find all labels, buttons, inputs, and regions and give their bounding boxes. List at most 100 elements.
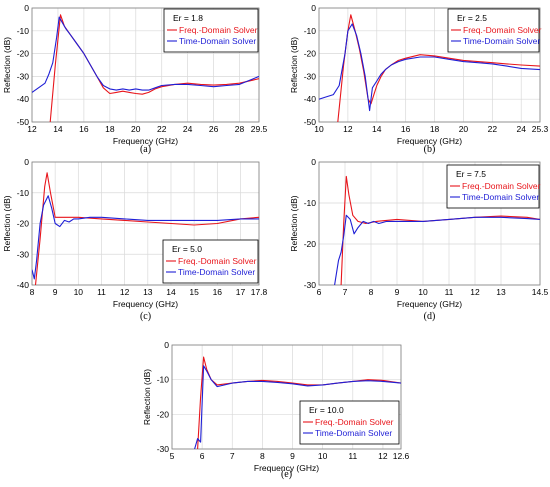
x-tick-label: 11: [348, 451, 357, 461]
x-tick-label: 10: [418, 287, 428, 297]
y-tick-label: 0: [311, 3, 316, 13]
y-tick-label: -30: [304, 280, 317, 290]
x-tick-label: 12: [470, 287, 480, 297]
x-axis-label: Frequency (GHz): [254, 463, 319, 473]
y-tick-label: -10: [157, 375, 170, 385]
x-tick-label: 10: [314, 124, 324, 134]
time-domain-series-line: [319, 23, 540, 112]
x-tick-label: 20: [131, 124, 141, 134]
x-tick-label: 13: [496, 287, 506, 297]
x-tick-label: 10: [74, 287, 84, 297]
chart-panel-3: 8 9 10 11 12 13 14 15 16 17 17.8 0 -10 -20 -30 -40 Frequ…: [2, 157, 268, 322]
legend-box: [162, 239, 259, 284]
x-tick-label: 22: [488, 124, 498, 134]
legend-box: [299, 400, 400, 445]
legend-entry: Time-Domain Solver: [315, 428, 392, 438]
y-tick-label: -20: [304, 49, 317, 59]
y-axis-label: Reflection (dB): [2, 37, 12, 93]
legend: Er = 10.0 Freq.-Domain SolverTime-Domain …: [299, 400, 400, 445]
x-tick-label: 13: [143, 287, 153, 297]
y-tick-label: -50: [17, 117, 30, 127]
legend-box: [446, 164, 540, 209]
x-tick-label: 6: [200, 451, 205, 461]
x-tick-label: 12: [343, 124, 353, 134]
x-tick-label: 17.8: [251, 287, 268, 297]
chart-panel-2: 10 12 14 16 18 20 22 24 25.3 0 -10 -20 -30 -40 -50 Freq…: [289, 3, 549, 155]
time-domain-series-line: [32, 195, 259, 280]
legend-title: Er = 1.8: [173, 13, 203, 23]
legend-title: Er = 2.5: [457, 13, 487, 23]
y-tick-label: -20: [157, 409, 170, 419]
x-tick-label: 14.5: [532, 287, 549, 297]
y-tick-label: -10: [17, 26, 30, 36]
x-tick-label: 12.6: [393, 451, 410, 461]
x-tick-label: 17: [236, 287, 246, 297]
x-tick-label: 6: [317, 287, 322, 297]
y-tick-label: -30: [17, 71, 30, 81]
x-tick-label: 9: [290, 451, 295, 461]
x-tick-label: 11: [445, 287, 454, 297]
x-axis-label: Frequency (GHz): [113, 136, 178, 146]
legend-entry: Freq.-Domain Solver: [463, 25, 542, 35]
x-tick-label: 25.3: [532, 124, 549, 134]
x-tick-label: 9: [53, 287, 58, 297]
x-tick-label: 8: [369, 287, 374, 297]
x-tick-label: 26: [209, 124, 219, 134]
x-axis-label: Frequency (GHz): [113, 299, 178, 309]
legend-entry: Freq.-Domain Solver: [178, 256, 257, 266]
y-tick-label: -20: [17, 219, 30, 229]
panel-label: (d): [424, 311, 436, 322]
y-tick-label: 0: [164, 340, 169, 350]
x-tick-label: 14: [372, 124, 382, 134]
x-tick-label: 8: [260, 451, 265, 461]
x-tick-label: 11: [97, 287, 106, 297]
time-domain-series-line: [334, 214, 540, 285]
legend-entry: Time-Domain Solver: [179, 36, 256, 46]
x-tick-label: 14: [53, 124, 63, 134]
x-tick-label: 9: [395, 287, 400, 297]
y-tick-label: -40: [17, 280, 30, 290]
x-tick-label: 16: [401, 124, 411, 134]
y-tick-label: 0: [24, 157, 29, 167]
x-tick-label: 20: [459, 124, 469, 134]
legend-title: Er = 5.0: [172, 244, 202, 254]
y-tick-label: -10: [304, 198, 317, 208]
panel-label: (a): [140, 144, 151, 155]
x-tick-label: 24: [183, 124, 193, 134]
time-domain-series-line: [32, 16, 259, 93]
y-tick-label: -30: [157, 444, 170, 454]
y-axis-label: Reflection (dB): [142, 369, 152, 425]
legend-title: Er = 7.5: [456, 169, 486, 179]
x-tick-label: 14: [166, 287, 176, 297]
x-tick-label: 18: [430, 124, 440, 134]
x-tick-label: 7: [230, 451, 235, 461]
y-axis-label: Reflection (dB): [289, 37, 299, 93]
y-tick-label: -40: [304, 94, 317, 104]
plot-frame: [318, 161, 541, 286]
legend-box: [447, 8, 540, 53]
y-tick-label: -20: [304, 239, 317, 249]
x-tick-label: 7: [343, 287, 348, 297]
legend-entry: Time-Domain Solver: [178, 267, 255, 277]
plot-frame: [318, 7, 541, 123]
freq-domain-series-line: [340, 175, 540, 285]
x-tick-label: 5: [170, 451, 175, 461]
legend-box: [163, 8, 259, 53]
y-axis-label: Reflection (dB): [289, 195, 299, 251]
y-tick-label: -10: [304, 26, 317, 36]
x-tick-label: 12: [120, 287, 130, 297]
x-tick-label: 24: [516, 124, 526, 134]
chart-panel-4: 6 7 8 9 10 11 12 13 14.5 0 -10 -20 -30 Frequency (GHz…: [289, 157, 549, 322]
y-tick-label: -20: [17, 49, 30, 59]
panel-label: (b): [424, 144, 436, 155]
legend-entry: Time-Domain Solver: [463, 36, 540, 46]
y-tick-label: -10: [17, 188, 30, 198]
y-tick-label: -50: [304, 117, 317, 127]
y-tick-label: 0: [24, 3, 29, 13]
x-tick-label: 12: [27, 124, 37, 134]
legend-entry: Freq.-Domain Solver: [315, 417, 394, 427]
